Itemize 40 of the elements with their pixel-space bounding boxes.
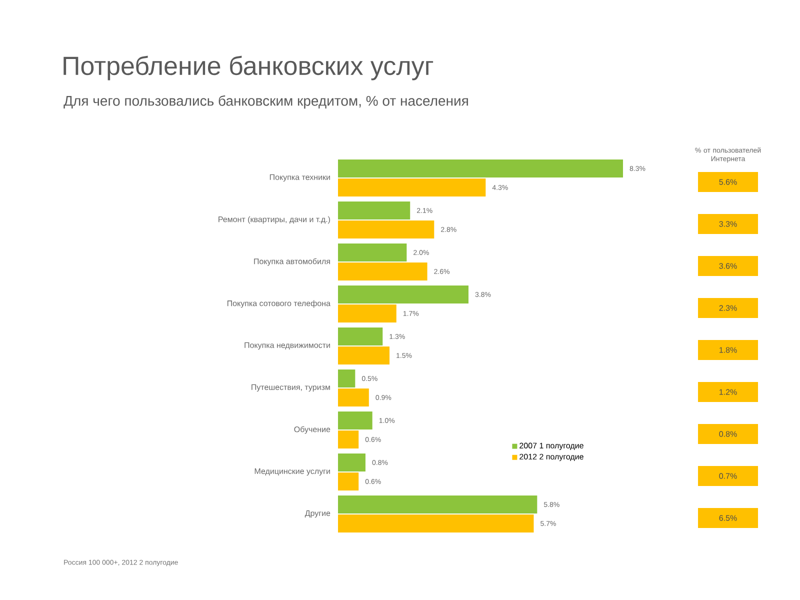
bar [338, 346, 390, 364]
text: 5.6% [719, 179, 737, 185]
chart-title: Потребление банковских услуг [64, 56, 434, 80]
y-tick-label: Покупка сотового телефона [227, 300, 330, 308]
bar [338, 430, 359, 448]
bar [338, 160, 624, 178]
bar [338, 411, 372, 430]
text: 0.7% [719, 473, 737, 479]
bar [338, 304, 396, 322]
bar [338, 388, 369, 406]
y-tick-label: Другие [304, 510, 330, 518]
y-tick-label: Обучение [294, 426, 330, 434]
text: 3.6% [719, 263, 737, 269]
text: 6.5% [719, 515, 737, 521]
chart-subtitle: Для чего пользовались банковским кредитом, % от населения [64, 95, 468, 109]
legend-label: 2007 1 полугодие [520, 442, 584, 450]
bar [338, 286, 468, 304]
bar [338, 244, 407, 262]
y-tick-label: Покупка техники [270, 174, 330, 182]
y-tick-label: Медицинские услуги [254, 468, 330, 476]
text: 2.3% [719, 305, 737, 311]
y-tick-label: Путешествия, туризм [252, 384, 330, 392]
bar [338, 472, 359, 490]
text: 1.2% [720, 389, 737, 395]
bar [338, 496, 538, 514]
y-tick-label: Ремонт (квартиры, дачи и т.д.) [218, 216, 330, 224]
y-tick-label: Покупка недвижимости [244, 342, 330, 350]
bar [338, 262, 428, 280]
text: 0.8% [719, 431, 737, 437]
bar [338, 327, 383, 346]
bar [338, 220, 434, 238]
text: 1.8% [720, 347, 737, 353]
legend-label: 2012 2 полугодие [520, 454, 584, 462]
bar [338, 178, 486, 196]
bar [338, 202, 410, 220]
bar [338, 369, 356, 388]
bar [338, 454, 366, 472]
text: 3.3% [719, 221, 737, 227]
bar [338, 514, 534, 532]
y-tick-label: Покупка автомобиля [254, 258, 330, 266]
